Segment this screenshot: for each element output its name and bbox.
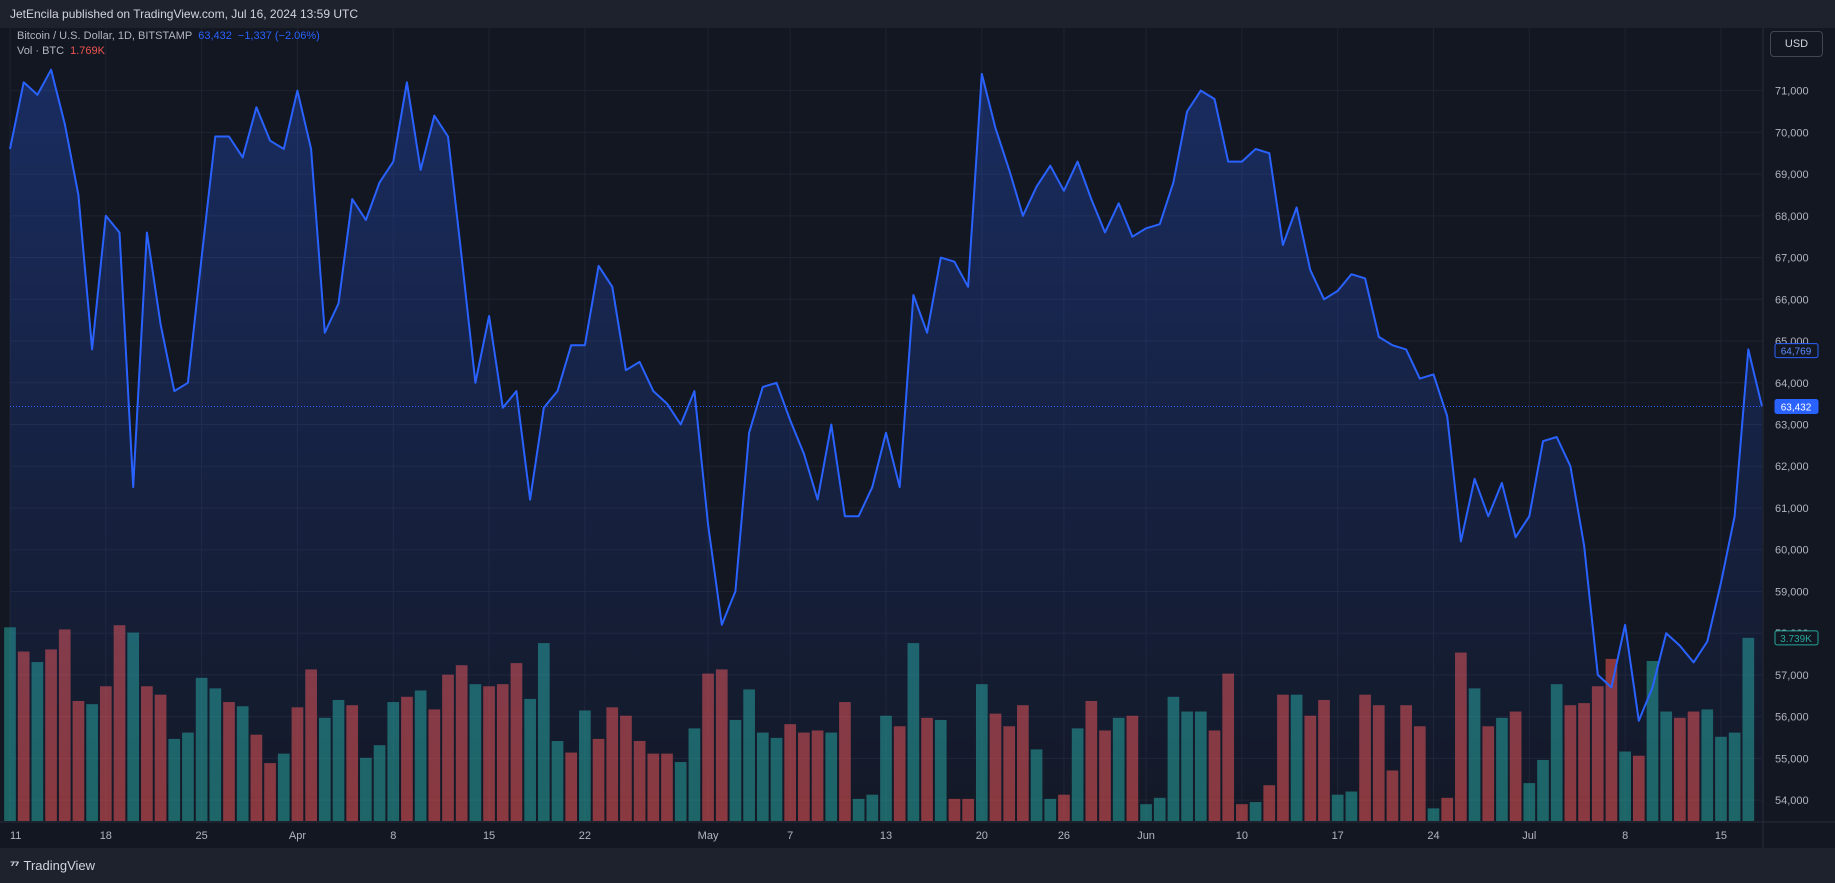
volume-label[interactable]: Vol · BTC bbox=[17, 45, 65, 57]
price-tick-label: 64,000 bbox=[1775, 378, 1809, 390]
time-tick-label: Apr bbox=[289, 830, 306, 842]
time-tick-label: 15 bbox=[1715, 830, 1727, 842]
time-tick-label: 11 bbox=[10, 830, 21, 842]
volume-last-tag: 3.739K bbox=[1780, 634, 1812, 645]
time-tick-label: 24 bbox=[1427, 830, 1439, 842]
time-tick-label: 18 bbox=[100, 830, 112, 842]
time-tick-label: 7 bbox=[787, 830, 793, 842]
price-tick-label: 55,000 bbox=[1775, 753, 1809, 765]
time-tick-label: Jul bbox=[1522, 830, 1536, 842]
time-tick-label: 25 bbox=[196, 830, 208, 842]
tradingview-logo-icon: ⁷⁷ bbox=[10, 858, 19, 873]
current-price-tag: 63,432 bbox=[1781, 402, 1812, 413]
price-tick-label: 56,000 bbox=[1775, 712, 1809, 724]
axes: 54,00055,00056,00057,00058,00059,00060,0… bbox=[0, 28, 1835, 848]
legend-price: 63,432 bbox=[198, 30, 232, 42]
volume-value: 1.769K bbox=[70, 45, 105, 57]
price-line bbox=[9, 68, 1763, 722]
symbol-legend: Bitcoin / U.S. Dollar, 1D, BITSTAMP 63,43… bbox=[17, 30, 320, 42]
tradingview-logo[interactable]: ⁷⁷ TradingView bbox=[10, 858, 95, 873]
current-price-tag-bg bbox=[1774, 398, 1819, 414]
price-tick-label: 57,000 bbox=[1775, 670, 1809, 682]
time-tick-label: 26 bbox=[1058, 830, 1070, 842]
legend-change: −1,337 (−2.06%) bbox=[237, 30, 320, 42]
last-price-tag-bg bbox=[1774, 343, 1819, 359]
price-tick-label: 69,000 bbox=[1775, 169, 1809, 181]
price-tick-label: 66,000 bbox=[1775, 294, 1809, 306]
price-area bbox=[9, 68, 1763, 821]
footer: ⁷⁷ TradingView bbox=[0, 848, 1835, 883]
time-tick-label: 22 bbox=[579, 830, 591, 842]
price-tick-label: 62,000 bbox=[1775, 461, 1809, 473]
price-tick-label: 54,000 bbox=[1775, 795, 1809, 807]
price-tick-label: 59,000 bbox=[1775, 586, 1809, 598]
publisher-text: JetEncila published on TradingView.com, … bbox=[10, 7, 358, 21]
volume-legend: Vol · BTC 1.769K bbox=[17, 45, 105, 57]
price-tick-label: 71,000 bbox=[1775, 86, 1809, 98]
price-tick-label: 70,000 bbox=[1775, 127, 1809, 139]
symbol-name[interactable]: Bitcoin / U.S. Dollar, 1D, BITSTAMP bbox=[17, 30, 193, 42]
time-tick-label: 13 bbox=[880, 830, 892, 842]
time-tick-label: 8 bbox=[390, 830, 396, 842]
price-area-fill bbox=[10, 69, 1762, 821]
time-tick-label: Jun bbox=[1137, 830, 1155, 842]
price-tick-label: 61,000 bbox=[1775, 503, 1809, 515]
time-tick-label: 8 bbox=[1622, 830, 1628, 842]
last-price-tag: 64,769 bbox=[1781, 347, 1812, 358]
time-tick-label: 15 bbox=[483, 830, 495, 842]
time-tick-label: 10 bbox=[1236, 830, 1248, 842]
time-tick-label: 17 bbox=[1332, 830, 1344, 842]
brand-name: TradingView bbox=[23, 858, 96, 873]
price-tick-label: 68,000 bbox=[1775, 211, 1809, 223]
volume-last-tag-bg bbox=[1774, 630, 1819, 646]
price-tick-label: 60,000 bbox=[1775, 545, 1809, 557]
time-tick-label: May bbox=[698, 830, 719, 842]
price-chart[interactable]: 54,00055,00056,00057,00058,00059,00060,0… bbox=[0, 28, 1835, 848]
price-tick-label: 63,000 bbox=[1775, 420, 1809, 432]
publisher-bar: JetEncila published on TradingView.com, … bbox=[0, 0, 1835, 28]
price-tick-label: 67,000 bbox=[1775, 253, 1809, 265]
time-tick-label: 20 bbox=[976, 830, 988, 842]
currency-button[interactable]: USD bbox=[1770, 31, 1823, 57]
